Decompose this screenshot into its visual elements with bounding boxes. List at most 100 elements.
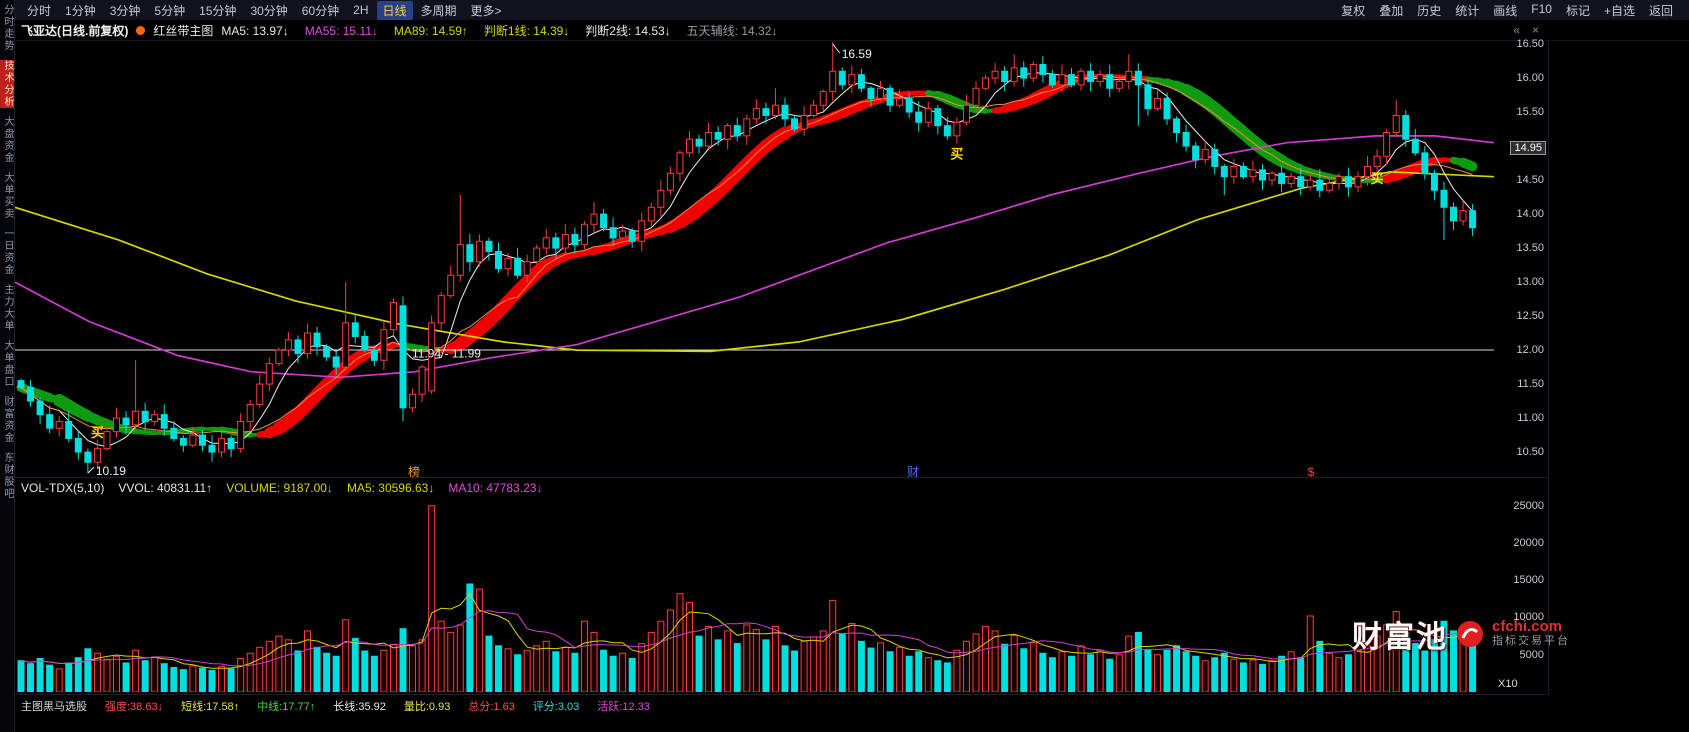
volume-axis-label: 25000: [1513, 499, 1544, 512]
axis-divider: [1548, 41, 1549, 694]
volume-chart[interactable]: [15, 498, 1494, 692]
price-axis-label: 14.00: [1516, 208, 1544, 221]
volume-value: VVOL: 40831.11↑: [118, 481, 213, 495]
sidebar-item-一日资金[interactable]: 一日资金: [2, 228, 13, 276]
event-marker: 榜: [408, 464, 420, 478]
event-marker: $: [1308, 465, 1315, 478]
status-item: 评分:3.03: [532, 701, 580, 712]
statusbar-divider: [15, 694, 1548, 695]
period-tab-3分钟[interactable]: 3分钟: [109, 3, 141, 18]
ma-value: 五天辅线: 14.32↓: [686, 23, 778, 38]
status-bar: 主图黑马选股 强度:38.63↓ 短线:17.58↑ 中线:17.77↑ 长线:35.9…: [15, 698, 1341, 712]
tool-画线[interactable]: 画线: [1493, 3, 1518, 18]
candlestick-chart[interactable]: 16.5910.1911.94 - 11.99买买买榜财 $: [15, 41, 1494, 478]
sidebar-item-技术分析[interactable]: 技术分析: [0, 60, 14, 108]
buy-signal-marker: 买: [1371, 171, 1384, 186]
watermark-logo-icon: [1457, 621, 1483, 647]
period-tab-更多>[interactable]: 更多>: [470, 3, 502, 18]
sidebar-item-大盘资金[interactable]: 大盘资金: [2, 116, 13, 164]
period-tab-5分钟[interactable]: 5分钟: [154, 3, 186, 18]
watermark-tagline: 指标交易平台: [1492, 635, 1570, 647]
period-tab-分时[interactable]: 分时: [27, 3, 52, 18]
status-item: 主图黑马选股: [21, 701, 87, 712]
sidebar-item-大单盘口[interactable]: 大单盘口: [2, 340, 13, 388]
volume-bars-layer: [17, 505, 1477, 692]
collapse-icon[interactable]: «: [1513, 23, 1520, 37]
buy-signal-marker: 买: [91, 425, 104, 440]
volume-axis-label: 20000: [1513, 536, 1544, 549]
watermark-domain: cfchi.com: [1492, 618, 1563, 635]
indicator-dot-icon: [136, 25, 146, 35]
period-tab-1分钟[interactable]: 1分钟: [65, 3, 96, 18]
ma-line-判断1线: [20, 75, 1473, 435]
event-marker: 财: [907, 465, 919, 478]
period-tab-多周期[interactable]: 多周期: [420, 3, 457, 18]
period-tab-15分钟[interactable]: 15分钟: [199, 3, 237, 18]
left-tab-strip: 分时走势技术分析大盘资金大单买卖一日资金主力大单大单盘口财富资金东财股吧: [0, 0, 15, 732]
sidebar-item-财富资金[interactable]: 财富资金: [2, 396, 13, 444]
volume-ma-MA10: [20, 610, 1473, 667]
sidebar-item-主力大单[interactable]: 主力大单: [2, 284, 13, 332]
ma-value: 判断2线: 14.53↓: [585, 23, 671, 38]
volume-axis: 25000 20000 15000 10000 5000: [1494, 498, 1548, 692]
ma-values: MA5: 13.97↓ MA55: 15.11↓ MA89: 14.59↑ 判断1线:…: [221, 22, 793, 39]
candles-layer: [17, 42, 1477, 474]
volume-axis-label: 15000: [1513, 574, 1544, 587]
volume-value: MA10: 47783.23↓: [448, 481, 543, 495]
volume-axis-label: 10000: [1513, 611, 1544, 624]
price-axis-label: 12.00: [1516, 344, 1544, 357]
price-axis: 16.5016.0015.5015.0014.5014.0013.5013.00…: [1494, 38, 1548, 478]
symbol-title: 飞亚达(日线.前复权): [21, 23, 129, 38]
tool-复权[interactable]: 复权: [1341, 3, 1366, 18]
volume-unit-label: X10: [1498, 678, 1518, 690]
main-indicator-name[interactable]: 红丝带主图: [153, 23, 214, 38]
tool-标记[interactable]: 标记: [1565, 3, 1590, 18]
ma-value: 判断1线: 14.39↓: [483, 23, 570, 38]
close-indicator-icon[interactable]: ×: [1531, 23, 1539, 37]
status-item: 长线:35.92: [333, 701, 386, 712]
volume-indicator-name[interactable]: VOL-TDX(5,10): [21, 481, 105, 495]
period-toolbar: 分时 1分钟 3分钟 5分钟 15分钟 30分钟 60分钟 2H 日线 多周期 更多> 复权 叠加 历史…: [15, 0, 1689, 21]
indicator-header: 飞亚达(日线.前复权) 红丝带主图 MA5: 13.97↓ MA55: 15.11…: [15, 20, 1689, 41]
price-axis-label: 15.50: [1516, 106, 1544, 119]
price-axis-label: 16.50: [1516, 38, 1544, 51]
ma-value: MA5: 13.97↓: [221, 23, 289, 38]
volume-axis-label: 5000: [1519, 648, 1544, 661]
toolbar-actions: 复权 叠加 历史 统计 画线 F10 标记 +自选 返回: [1337, 1, 1689, 20]
period-tabs: 分时 1分钟 3分钟 5分钟 15分钟 30分钟 60分钟 2H 日线 多周期 更多>: [15, 0, 508, 20]
ma-value: MA55: 15.11↓: [304, 23, 378, 38]
sidebar-item-大单买卖[interactable]: 大单买卖: [2, 172, 13, 220]
ma-line-MA89: [15, 171, 1494, 353]
price-axis-label: 16.00: [1516, 72, 1544, 85]
status-item: 强度:38.63↓: [105, 701, 164, 712]
status-item: 短线:17.58↑: [181, 701, 240, 712]
status-item: 总分:1.63: [468, 701, 515, 712]
price-axis-label: 14.50: [1516, 174, 1544, 187]
tool-F10[interactable]: F10: [1531, 1, 1552, 16]
tool-返回[interactable]: 返回: [1648, 3, 1673, 18]
period-tab-60分钟[interactable]: 60分钟: [301, 3, 340, 18]
price-axis-label: 13.00: [1516, 276, 1544, 289]
status-item: 活跃:12.33: [597, 701, 650, 712]
status-item: 量比:0.93: [403, 701, 451, 712]
high-price-annotation: 16.59: [842, 47, 872, 61]
period-tab-30分钟[interactable]: 30分钟: [250, 3, 288, 18]
tool-+自选[interactable]: +自选: [1603, 3, 1635, 18]
period-tab-日线[interactable]: 日线: [376, 0, 413, 20]
sidebar-item-东财股吧[interactable]: 东财股吧: [2, 452, 13, 500]
price-axis-label: 11.50: [1517, 378, 1544, 391]
volume-header: VOL-TDX(5,10) VVOL: 40831.11↑ VOLUME: 918…: [15, 479, 556, 497]
status-item: 中线:17.77↑: [257, 701, 316, 712]
tool-历史[interactable]: 历史: [1417, 3, 1442, 18]
price-axis-label: 11.00: [1517, 412, 1544, 425]
price-axis-label: 12.50: [1516, 310, 1544, 323]
tool-叠加[interactable]: 叠加: [1379, 3, 1404, 18]
tool-统计[interactable]: 统计: [1455, 3, 1480, 18]
sidebar-item-分时走势[interactable]: 分时走势: [2, 4, 13, 52]
volume-ma-MA5: [20, 592, 1473, 669]
period-tab-2H[interactable]: 2H: [353, 3, 369, 17]
current-price-badge: 14.95: [1510, 141, 1546, 156]
low-price-annotation: 10.19: [96, 464, 126, 478]
volume-value: MA5: 30596.63↓: [346, 481, 435, 495]
